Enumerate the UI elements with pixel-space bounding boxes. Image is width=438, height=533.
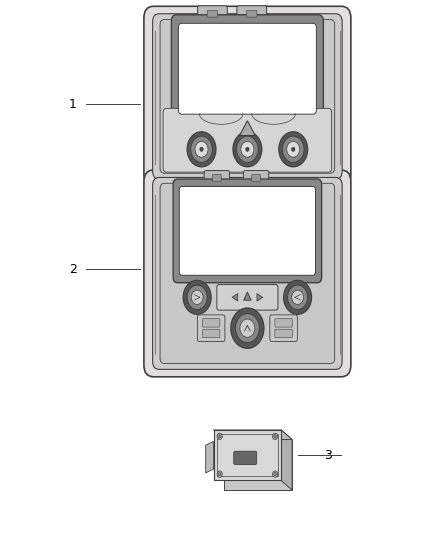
FancyBboxPatch shape	[212, 174, 221, 182]
FancyBboxPatch shape	[202, 319, 220, 327]
FancyBboxPatch shape	[179, 187, 315, 275]
Polygon shape	[206, 441, 214, 473]
Polygon shape	[244, 292, 251, 300]
Circle shape	[219, 435, 221, 438]
FancyBboxPatch shape	[144, 170, 351, 377]
Circle shape	[240, 319, 255, 337]
FancyBboxPatch shape	[198, 6, 227, 22]
FancyBboxPatch shape	[244, 171, 269, 185]
Circle shape	[287, 141, 300, 157]
FancyBboxPatch shape	[252, 174, 261, 182]
Circle shape	[217, 471, 222, 477]
Text: 2: 2	[69, 263, 77, 276]
Circle shape	[191, 290, 203, 304]
Circle shape	[274, 472, 276, 475]
FancyBboxPatch shape	[173, 179, 321, 282]
FancyBboxPatch shape	[247, 10, 257, 17]
Circle shape	[292, 147, 295, 151]
Polygon shape	[214, 430, 281, 480]
Circle shape	[274, 435, 276, 438]
FancyBboxPatch shape	[217, 285, 278, 310]
Circle shape	[183, 280, 211, 314]
FancyBboxPatch shape	[152, 177, 342, 369]
Circle shape	[187, 285, 207, 310]
FancyBboxPatch shape	[270, 315, 297, 342]
FancyBboxPatch shape	[202, 329, 220, 338]
Polygon shape	[214, 430, 292, 440]
Circle shape	[287, 285, 307, 310]
Text: 3: 3	[324, 449, 332, 462]
FancyBboxPatch shape	[204, 171, 230, 185]
Circle shape	[272, 433, 278, 440]
FancyBboxPatch shape	[152, 14, 342, 179]
FancyBboxPatch shape	[163, 108, 332, 172]
Circle shape	[219, 472, 221, 475]
Circle shape	[191, 136, 212, 163]
FancyBboxPatch shape	[178, 23, 316, 114]
FancyBboxPatch shape	[144, 6, 351, 187]
FancyBboxPatch shape	[237, 6, 267, 22]
Polygon shape	[224, 440, 292, 490]
FancyBboxPatch shape	[171, 15, 323, 123]
Circle shape	[279, 132, 307, 167]
Circle shape	[187, 132, 216, 167]
Circle shape	[231, 308, 264, 349]
FancyBboxPatch shape	[234, 451, 257, 465]
FancyBboxPatch shape	[160, 183, 335, 364]
Circle shape	[236, 313, 259, 343]
Circle shape	[272, 471, 278, 477]
Polygon shape	[232, 294, 238, 301]
Circle shape	[237, 136, 258, 163]
Circle shape	[195, 141, 208, 157]
FancyBboxPatch shape	[207, 10, 218, 17]
FancyBboxPatch shape	[275, 329, 292, 338]
Circle shape	[200, 147, 203, 151]
Polygon shape	[281, 430, 292, 490]
Polygon shape	[240, 120, 255, 135]
Circle shape	[284, 280, 311, 314]
FancyBboxPatch shape	[160, 20, 335, 173]
Polygon shape	[257, 294, 263, 301]
FancyBboxPatch shape	[275, 319, 292, 327]
Circle shape	[217, 433, 222, 440]
FancyBboxPatch shape	[198, 315, 225, 342]
Circle shape	[233, 132, 262, 167]
Text: 1: 1	[69, 98, 77, 111]
Circle shape	[283, 136, 304, 163]
Circle shape	[292, 290, 304, 304]
Circle shape	[241, 141, 254, 157]
Circle shape	[246, 147, 249, 151]
